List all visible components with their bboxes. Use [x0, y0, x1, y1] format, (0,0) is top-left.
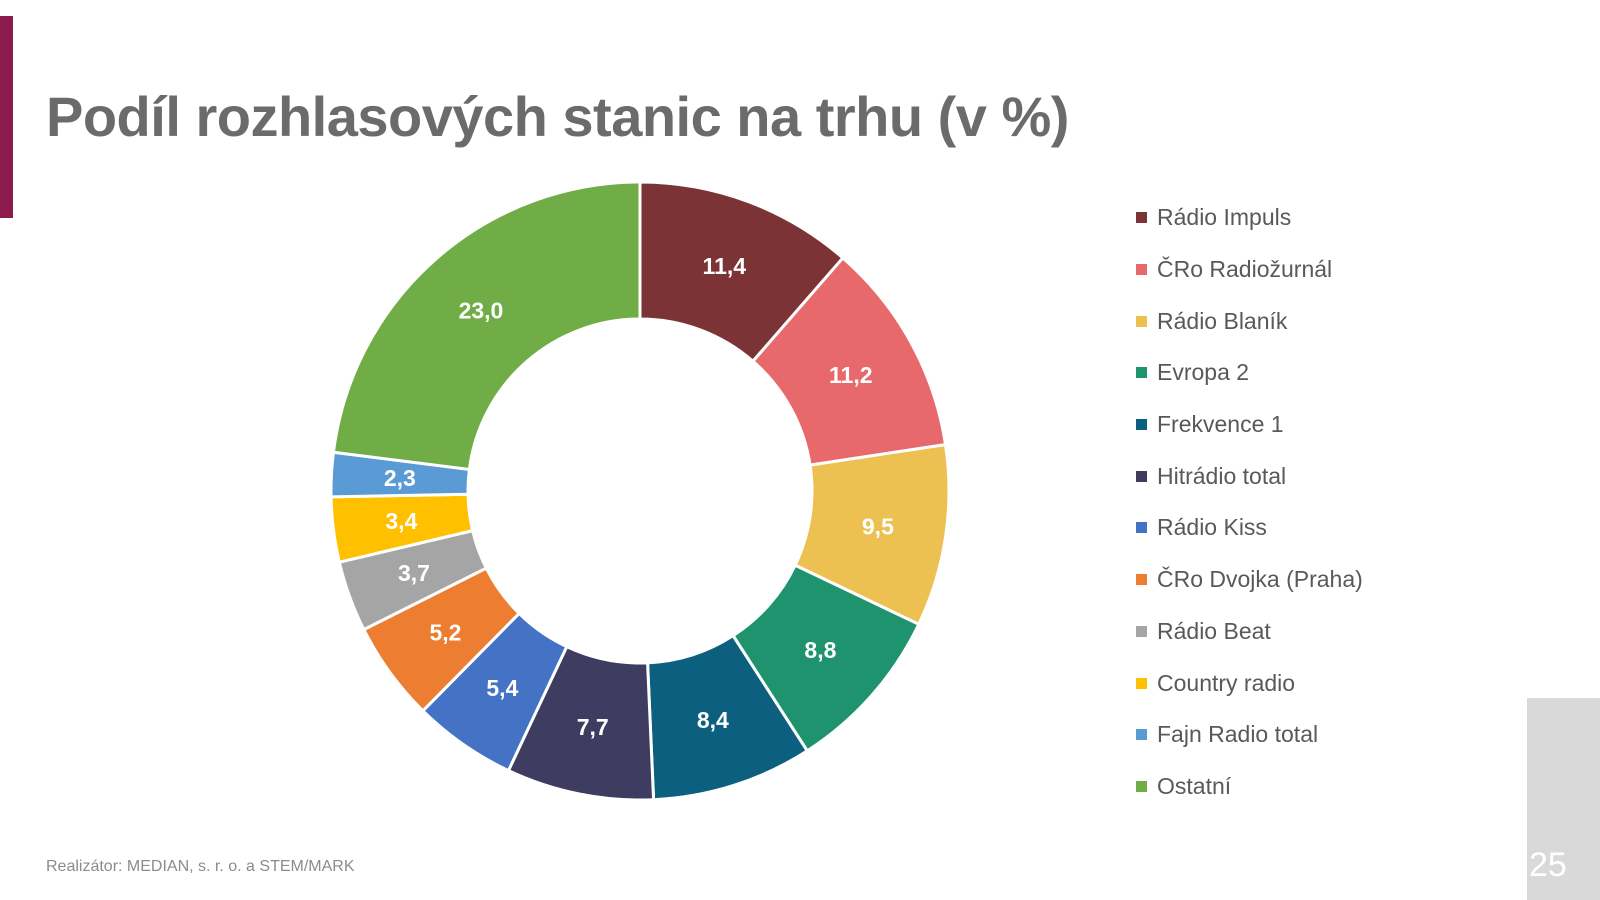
- legend-item: Country radio: [1136, 657, 1363, 709]
- legend-label: Rádio Impuls: [1157, 204, 1292, 231]
- data-label: 11,2: [829, 362, 873, 388]
- data-label: 3,4: [385, 508, 417, 534]
- footer-credit: Realizátor: MEDIAN, s. r. o. a STEM/MARK: [46, 858, 355, 875]
- data-label: 8,4: [697, 707, 729, 733]
- data-label: 23,0: [459, 298, 504, 324]
- data-label: 8,8: [804, 637, 836, 663]
- slice-ostatn-: [331, 180, 642, 472]
- legend-swatch: [1136, 212, 1147, 224]
- legend-label: Hitrádio total: [1157, 462, 1287, 489]
- legend-swatch: [1136, 729, 1147, 741]
- legend-label: ČRo Radiožurnál: [1157, 256, 1333, 283]
- legend-swatch: [1136, 574, 1147, 586]
- legend-item: ČRo Radiožurnál: [1136, 244, 1363, 296]
- legend-label: Ostatní: [1157, 772, 1232, 799]
- legend-item: Frekvence 1: [1136, 399, 1363, 451]
- data-label: 3,7: [398, 560, 430, 586]
- legend-label: Rádio Kiss: [1157, 514, 1267, 541]
- legend-label: Rádio Blaník: [1157, 307, 1288, 334]
- legend-swatch: [1136, 625, 1147, 637]
- data-label: 7,7: [577, 714, 609, 740]
- legend-item: Hitrádio total: [1136, 450, 1363, 502]
- legend-swatch: [1136, 470, 1147, 482]
- legend-item: Rádio Blaník: [1136, 295, 1363, 347]
- legend-swatch: [1136, 367, 1147, 379]
- accent-bar: [0, 16, 13, 218]
- legend-item: Rádio Impuls: [1136, 192, 1363, 244]
- legend-label: Fajn Radio total: [1157, 721, 1319, 748]
- data-label: 5,4: [486, 675, 518, 701]
- page-title: Podíl rozhlasových stanic na trhu (v %): [46, 85, 1069, 148]
- legend-item: Fajn Radio total: [1136, 709, 1363, 761]
- legend-item: Rádio Beat: [1136, 606, 1363, 658]
- legend-label: Rádio Beat: [1157, 617, 1271, 644]
- page-number: 25: [1529, 846, 1567, 884]
- legend-label: Country radio: [1157, 669, 1296, 696]
- legend-label: Evropa 2: [1157, 359, 1250, 386]
- legend-swatch: [1136, 780, 1147, 792]
- legend-item: Evropa 2: [1136, 347, 1363, 399]
- legend-swatch: [1136, 677, 1147, 689]
- data-label: 9,5: [862, 513, 894, 539]
- legend-item: ČRo Dvojka (Praha): [1136, 554, 1363, 606]
- data-label: 11,4: [703, 253, 747, 279]
- chart-legend: Rádio Impuls ČRo Radiožurnál Rádio Blaník E…: [1136, 192, 1363, 812]
- data-label: 5,2: [429, 619, 461, 645]
- legend-item: Ostatní: [1136, 761, 1363, 813]
- page-number-bar: [1527, 698, 1600, 900]
- legend-label: Frekvence 1: [1157, 411, 1284, 438]
- legend-item: Rádio Kiss: [1136, 502, 1363, 554]
- data-label: 2,3: [384, 465, 416, 491]
- legend-label: ČRo Dvojka (Praha): [1157, 566, 1363, 593]
- legend-swatch: [1136, 522, 1147, 534]
- legend-swatch: [1136, 419, 1147, 431]
- legend-swatch: [1136, 264, 1147, 276]
- legend-swatch: [1136, 315, 1147, 327]
